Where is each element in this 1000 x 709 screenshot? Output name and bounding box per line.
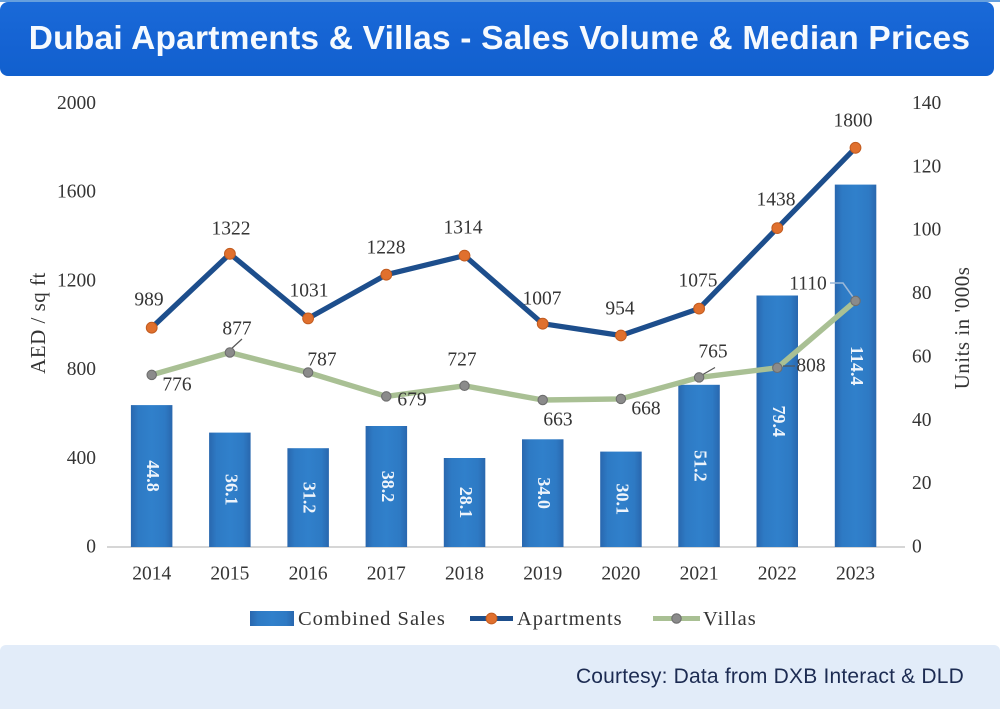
svg-text:0: 0 <box>86 537 96 558</box>
svg-text:1075: 1075 <box>679 271 718 292</box>
svg-text:40: 40 <box>912 410 932 431</box>
svg-text:38.2: 38.2 <box>378 471 398 503</box>
svg-text:51.2: 51.2 <box>691 450 711 482</box>
svg-text:36.1: 36.1 <box>221 474 241 506</box>
svg-text:1600: 1600 <box>57 182 96 203</box>
svg-text:30.1: 30.1 <box>612 484 632 516</box>
svg-text:776: 776 <box>162 375 192 396</box>
svg-text:140: 140 <box>912 93 941 114</box>
svg-text:120: 120 <box>912 156 941 177</box>
svg-text:31.2: 31.2 <box>300 482 320 513</box>
svg-text:60: 60 <box>912 346 932 367</box>
svg-text:1200: 1200 <box>57 270 96 291</box>
svg-text:2019: 2019 <box>523 564 562 585</box>
svg-text:1314: 1314 <box>444 218 483 239</box>
svg-text:2015: 2015 <box>210 564 249 585</box>
svg-text:668: 668 <box>631 399 660 420</box>
svg-text:114.4: 114.4 <box>847 346 867 386</box>
svg-text:2016: 2016 <box>289 564 328 585</box>
svg-text:Units in '000s: Units in '000s <box>950 267 974 390</box>
svg-text:800: 800 <box>67 359 96 380</box>
svg-text:1007: 1007 <box>523 289 562 310</box>
svg-text:2022: 2022 <box>758 564 797 585</box>
svg-text:727: 727 <box>447 350 477 371</box>
svg-text:1800: 1800 <box>834 111 873 132</box>
svg-text:663: 663 <box>543 410 572 431</box>
svg-text:877: 877 <box>222 319 252 340</box>
svg-text:44.8: 44.8 <box>143 460 163 492</box>
svg-text:2023: 2023 <box>836 564 875 585</box>
svg-text:1110: 1110 <box>789 274 827 295</box>
svg-text:20: 20 <box>912 473 932 494</box>
svg-text:2021: 2021 <box>680 564 719 585</box>
svg-text:1438: 1438 <box>757 190 796 211</box>
svg-text:679: 679 <box>397 390 426 411</box>
svg-text:765: 765 <box>698 342 727 363</box>
svg-text:Apartments: Apartments <box>517 608 623 630</box>
svg-text:0: 0 <box>912 537 922 558</box>
svg-text:28.1: 28.1 <box>456 487 476 519</box>
svg-text:Combined Sales: Combined Sales <box>298 608 446 630</box>
svg-text:80: 80 <box>912 283 932 304</box>
svg-text:808: 808 <box>796 356 825 377</box>
svg-text:1322: 1322 <box>212 219 251 240</box>
svg-text:2020: 2020 <box>601 564 640 585</box>
svg-text:954: 954 <box>605 299 635 320</box>
svg-text:2014: 2014 <box>132 564 171 585</box>
svg-text:1228: 1228 <box>367 238 406 259</box>
svg-text:787: 787 <box>307 350 337 371</box>
svg-text:34.0: 34.0 <box>534 477 554 509</box>
svg-text:AED / sq ft: AED / sq ft <box>26 272 50 374</box>
svg-text:989: 989 <box>134 290 163 311</box>
svg-text:2018: 2018 <box>445 564 484 585</box>
svg-text:79.4: 79.4 <box>769 405 789 437</box>
svg-text:2017: 2017 <box>367 564 406 585</box>
svg-text:Villas: Villas <box>703 608 757 630</box>
svg-text:400: 400 <box>67 448 96 469</box>
svg-text:1031: 1031 <box>290 281 329 302</box>
svg-text:100: 100 <box>912 220 941 241</box>
svg-text:2000: 2000 <box>57 93 96 114</box>
